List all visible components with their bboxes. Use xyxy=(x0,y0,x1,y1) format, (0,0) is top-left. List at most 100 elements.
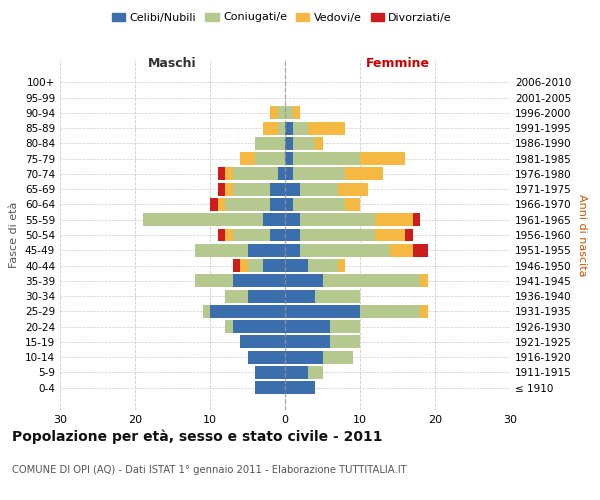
Bar xyxy=(233,182,270,196)
Bar xyxy=(210,198,218,211)
Bar xyxy=(300,228,375,241)
Bar xyxy=(285,198,293,211)
Bar xyxy=(248,259,263,272)
Text: Femmine: Femmine xyxy=(365,57,430,70)
Bar xyxy=(285,336,330,348)
Bar xyxy=(285,244,300,256)
Bar xyxy=(420,274,427,287)
Bar xyxy=(248,290,285,302)
Bar xyxy=(420,305,427,318)
Bar xyxy=(225,320,233,333)
Bar xyxy=(315,137,323,150)
Bar xyxy=(360,305,420,318)
Bar xyxy=(293,168,345,180)
Text: Maschi: Maschi xyxy=(148,57,197,70)
Bar xyxy=(405,228,413,241)
Bar xyxy=(240,336,285,348)
Bar xyxy=(330,336,360,348)
Y-axis label: Fasce di età: Fasce di età xyxy=(10,202,19,268)
Bar xyxy=(270,182,285,196)
Bar xyxy=(285,168,293,180)
Bar xyxy=(240,152,255,165)
Bar xyxy=(248,350,285,364)
Bar xyxy=(285,381,315,394)
Bar xyxy=(285,350,323,364)
Bar xyxy=(345,198,360,211)
Bar xyxy=(315,290,360,302)
Bar xyxy=(270,106,277,120)
Bar xyxy=(240,259,248,272)
Bar xyxy=(210,305,285,318)
Bar xyxy=(270,228,285,241)
Bar xyxy=(375,228,405,241)
Bar xyxy=(255,152,285,165)
Bar xyxy=(233,274,285,287)
Bar xyxy=(323,350,353,364)
Bar xyxy=(285,305,360,318)
Bar xyxy=(285,214,300,226)
Bar xyxy=(277,106,285,120)
Bar xyxy=(225,290,248,302)
Bar xyxy=(195,244,248,256)
Bar xyxy=(277,168,285,180)
Bar xyxy=(413,244,427,256)
Bar xyxy=(277,122,285,134)
Text: Popolazione per età, sesso e stato civile - 2011: Popolazione per età, sesso e stato civil… xyxy=(12,430,383,444)
Bar xyxy=(323,274,420,287)
Bar xyxy=(360,152,405,165)
Bar xyxy=(300,214,375,226)
Text: COMUNE DI OPI (AQ) - Dati ISTAT 1° gennaio 2011 - Elaborazione TUTTITALIA.IT: COMUNE DI OPI (AQ) - Dati ISTAT 1° genna… xyxy=(12,465,407,475)
Bar xyxy=(285,137,293,150)
Bar xyxy=(413,214,420,226)
Bar xyxy=(263,259,285,272)
Bar xyxy=(248,244,285,256)
Bar xyxy=(255,366,285,379)
Bar xyxy=(218,182,225,196)
Bar xyxy=(285,274,323,287)
Text: Anni di nascita: Anni di nascita xyxy=(577,194,587,276)
Bar xyxy=(225,182,233,196)
Bar xyxy=(285,122,293,134)
Bar xyxy=(270,198,285,211)
Bar xyxy=(263,214,285,226)
Bar xyxy=(308,259,337,272)
Bar xyxy=(233,320,285,333)
Bar xyxy=(255,381,285,394)
Bar xyxy=(300,182,337,196)
Bar xyxy=(218,228,225,241)
Bar xyxy=(285,228,300,241)
Bar xyxy=(285,182,300,196)
Bar xyxy=(308,122,345,134)
Bar xyxy=(225,168,233,180)
Bar xyxy=(293,106,300,120)
Bar xyxy=(300,244,390,256)
Bar xyxy=(345,168,383,180)
Bar xyxy=(285,152,293,165)
Bar xyxy=(293,152,360,165)
Bar xyxy=(203,305,210,318)
Bar xyxy=(293,137,315,150)
Bar xyxy=(225,198,270,211)
Bar xyxy=(285,106,293,120)
Bar xyxy=(390,244,413,256)
Bar xyxy=(218,168,225,180)
Bar xyxy=(285,366,308,379)
Bar xyxy=(285,290,315,302)
Bar xyxy=(375,214,413,226)
Bar xyxy=(285,259,308,272)
Bar xyxy=(233,228,270,241)
Bar xyxy=(233,259,240,272)
Bar xyxy=(195,274,233,287)
Bar xyxy=(143,214,263,226)
Bar xyxy=(255,137,285,150)
Bar xyxy=(225,228,233,241)
Bar xyxy=(218,198,225,211)
Bar xyxy=(233,168,277,180)
Bar xyxy=(293,198,345,211)
Bar xyxy=(285,320,330,333)
Bar xyxy=(293,122,308,134)
Legend: Celibi/Nubili, Coniugati/e, Vedovi/e, Divorziati/e: Celibi/Nubili, Coniugati/e, Vedovi/e, Di… xyxy=(107,8,457,27)
Bar xyxy=(263,122,277,134)
Bar xyxy=(337,259,345,272)
Bar xyxy=(337,182,367,196)
